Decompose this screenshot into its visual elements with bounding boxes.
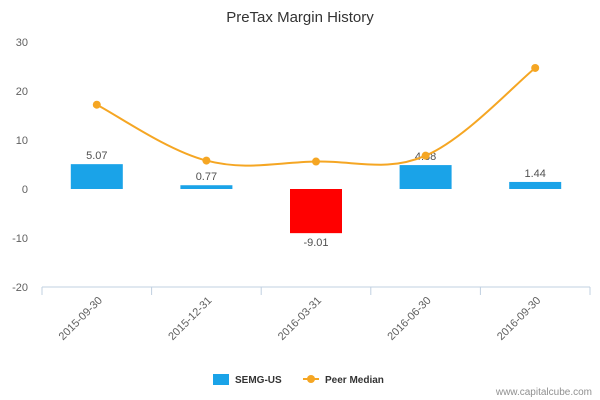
peer-median-point bbox=[202, 156, 211, 165]
legend-swatch-peer-marker bbox=[307, 375, 315, 383]
bar bbox=[290, 189, 342, 234]
peer-median-point bbox=[421, 151, 430, 160]
bar bbox=[70, 164, 123, 189]
chart-title: PreTax Margin History bbox=[226, 9, 374, 26]
watermark: www.capitalcube.com bbox=[495, 387, 592, 398]
bar bbox=[509, 181, 562, 189]
peer-median-point bbox=[92, 100, 101, 109]
y-tick-label: -10 bbox=[12, 233, 28, 245]
legend: SEMG-US Peer Median bbox=[213, 374, 384, 386]
bar bbox=[180, 185, 233, 189]
y-tick-label: 30 bbox=[16, 37, 28, 49]
bar-data-label: -9.01 bbox=[303, 237, 328, 249]
y-tick-label: -20 bbox=[12, 282, 28, 294]
peer-median-line bbox=[96, 67, 536, 167]
x-tick-label: 2015-09-30 bbox=[57, 295, 105, 343]
bar-series bbox=[70, 164, 562, 234]
legend-label-peer-median: Peer Median bbox=[325, 375, 384, 386]
legend-swatch-semg bbox=[213, 374, 229, 385]
x-axis: 2015-09-30 2015-12-31 2016-03-31 2016-06-30… bbox=[41, 286, 591, 343]
y-tick-label: 10 bbox=[16, 135, 28, 147]
peer-median-series bbox=[92, 63, 540, 167]
x-tick-label: 2015-12-31 bbox=[166, 295, 214, 343]
x-tick-label: 2016-06-30 bbox=[385, 295, 433, 343]
x-tick-label: 2016-09-30 bbox=[495, 295, 543, 343]
legend-label-semg: SEMG-US bbox=[235, 375, 282, 386]
peer-median-point bbox=[312, 157, 320, 166]
y-tick-label: 0 bbox=[22, 184, 28, 196]
bar-data-label: 1.44 bbox=[524, 168, 545, 180]
bar-data-label: 5.07 bbox=[86, 150, 107, 162]
x-tick-label: 2016-03-31 bbox=[276, 295, 324, 343]
y-axis: -20 -10 0 10 20 30 bbox=[12, 37, 28, 294]
bar-data-label: 0.77 bbox=[196, 171, 217, 183]
peer-median-point bbox=[531, 63, 540, 72]
bar bbox=[399, 165, 452, 189]
y-tick-label: 20 bbox=[16, 86, 28, 98]
